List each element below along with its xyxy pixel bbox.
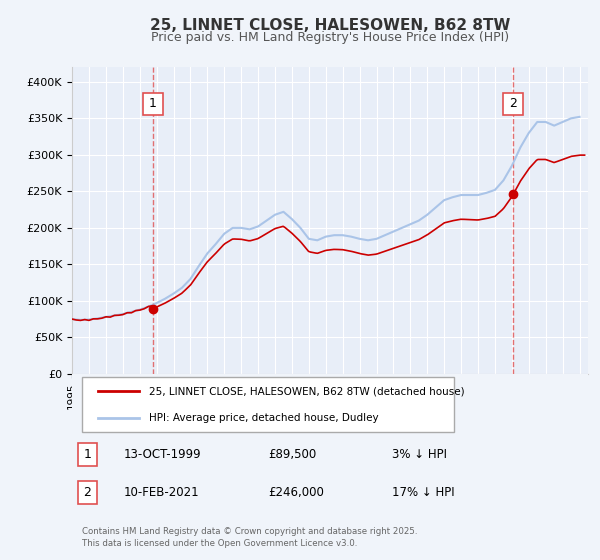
Text: £89,500: £89,500	[268, 448, 316, 461]
Text: 13-OCT-1999: 13-OCT-1999	[124, 448, 201, 461]
FancyBboxPatch shape	[82, 377, 454, 432]
FancyBboxPatch shape	[78, 481, 97, 505]
Text: 2: 2	[509, 97, 517, 110]
Text: 1: 1	[149, 97, 157, 110]
Text: 25, LINNET CLOSE, HALESOWEN, B62 8TW (detached house): 25, LINNET CLOSE, HALESOWEN, B62 8TW (de…	[149, 386, 465, 396]
Text: HPI: Average price, detached house, Dudley: HPI: Average price, detached house, Dudl…	[149, 413, 379, 423]
Text: 10-FEB-2021: 10-FEB-2021	[124, 486, 199, 500]
Text: 2: 2	[83, 486, 91, 500]
Text: Price paid vs. HM Land Registry's House Price Index (HPI): Price paid vs. HM Land Registry's House …	[151, 31, 509, 44]
Text: 1: 1	[83, 448, 91, 461]
Text: 3% ↓ HPI: 3% ↓ HPI	[392, 448, 447, 461]
FancyBboxPatch shape	[143, 93, 163, 115]
Text: 17% ↓ HPI: 17% ↓ HPI	[392, 486, 455, 500]
Text: £246,000: £246,000	[268, 486, 324, 500]
Text: 25, LINNET CLOSE, HALESOWEN, B62 8TW: 25, LINNET CLOSE, HALESOWEN, B62 8TW	[150, 18, 510, 32]
FancyBboxPatch shape	[78, 443, 97, 466]
Text: Contains HM Land Registry data © Crown copyright and database right 2025.
This d: Contains HM Land Registry data © Crown c…	[82, 527, 418, 548]
FancyBboxPatch shape	[503, 93, 523, 115]
